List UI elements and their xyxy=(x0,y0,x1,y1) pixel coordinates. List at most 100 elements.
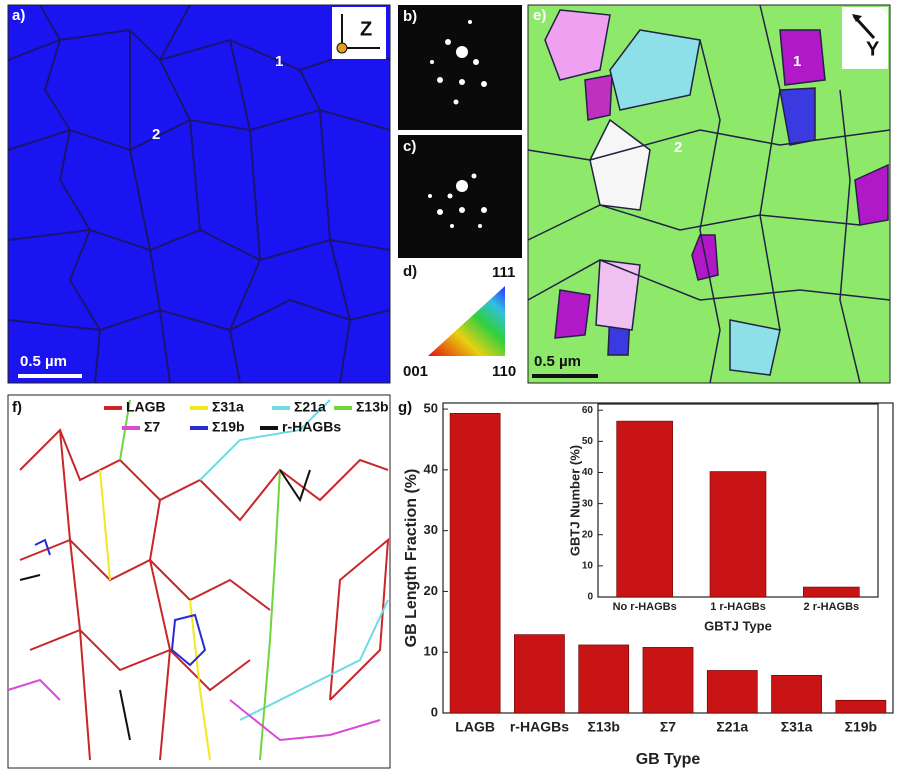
bar xyxy=(514,634,565,714)
diffraction-pattern xyxy=(398,5,522,130)
panel-e: Y e) 1 2 0.5 µm xyxy=(527,4,891,384)
grain-boundary xyxy=(29,628,251,692)
bar xyxy=(835,699,887,714)
y-tick-label: 40 xyxy=(424,461,438,476)
diffraction-pattern xyxy=(398,135,522,258)
bar xyxy=(449,413,501,714)
boundary-map xyxy=(7,394,391,769)
legend-label: r-HAGBs xyxy=(282,419,341,435)
corner-label: 001 xyxy=(403,363,428,380)
x-axis-label: GB Type xyxy=(636,751,701,768)
y-tick-label: 40 xyxy=(582,467,594,478)
y-tick-label: 20 xyxy=(424,583,438,598)
grain-boundary xyxy=(259,469,281,761)
grain-label: 1 xyxy=(793,53,801,70)
x-tick-label: Σ31a xyxy=(781,719,813,735)
x-tick-label: 1 r-HAGBs xyxy=(710,601,766,613)
panel-label: c) xyxy=(403,138,416,155)
panel-label: f) xyxy=(12,399,22,416)
legend: LAGB Σ31a Σ21a Σ13b Σ7 Σ19b r-HAGBs xyxy=(104,399,389,435)
axis-box xyxy=(842,7,888,69)
x-tick-label: Σ7 xyxy=(660,719,676,735)
x-axis-label: GBTJ Type xyxy=(704,618,772,633)
grain-boundary xyxy=(59,429,91,761)
y-tick-label: 30 xyxy=(424,522,438,537)
panel-label: a) xyxy=(12,7,25,24)
scale-label: 0.5 µm xyxy=(20,353,67,370)
grain-boundary xyxy=(19,574,41,581)
legend-label: Σ7 xyxy=(144,419,160,435)
grain-boundaries xyxy=(527,4,891,384)
grain-boundary xyxy=(34,538,51,556)
x-tick-label: Σ13b xyxy=(587,719,620,735)
grain-boundaries xyxy=(7,4,391,384)
color-key-triangle xyxy=(428,286,505,356)
y-tick-label: 30 xyxy=(582,498,594,509)
grain-boundaries xyxy=(7,399,390,761)
grain-boundary xyxy=(170,613,207,667)
legend-label: Σ19b xyxy=(212,419,245,435)
grain-boundary xyxy=(7,678,61,701)
y-tick-label: 0 xyxy=(431,704,438,719)
y-tick-label: 20 xyxy=(582,529,594,540)
grain-boundary xyxy=(189,599,211,761)
bar xyxy=(642,647,694,714)
legend-label: Σ21a xyxy=(294,399,326,415)
y-tick-label: 0 xyxy=(587,592,593,603)
panel-f: f) LAGB Σ31a Σ21a Σ13b Σ7 Σ19b r-HAGBs xyxy=(7,394,391,769)
grain-boundary xyxy=(279,469,311,503)
bar xyxy=(709,471,767,598)
bar xyxy=(771,675,822,714)
grain-boundary xyxy=(329,537,390,701)
x-tick-label: LAGB xyxy=(455,719,495,735)
y-tick-label: 60 xyxy=(582,405,594,416)
legend-label: LAGB xyxy=(126,399,166,415)
panel-label: d) xyxy=(403,263,417,280)
panel-label: e) xyxy=(533,7,546,24)
bar xyxy=(706,670,758,714)
y-tick-label: 50 xyxy=(582,436,594,447)
scale-label: 0.5 µm xyxy=(534,353,581,370)
grain-boundary xyxy=(99,469,111,581)
grain-label: 2 xyxy=(152,126,160,143)
bar xyxy=(803,586,860,598)
grain-boundary xyxy=(239,599,389,721)
legend-label: Σ31a xyxy=(212,399,244,415)
y-axis-label: GBTJ Number (%) xyxy=(567,445,582,556)
grain-label: 1 xyxy=(275,53,283,70)
y-tick-label: 50 xyxy=(424,401,438,416)
x-tick-label: r-HAGBs xyxy=(510,719,569,735)
grain-boundary xyxy=(199,399,331,481)
axis-arrowhead xyxy=(852,14,862,22)
panel-c: c) xyxy=(398,135,522,258)
x-tick-label: Σ21a xyxy=(716,719,748,735)
bar xyxy=(616,420,673,598)
panel-label: b) xyxy=(403,8,417,25)
panel-label: g) xyxy=(398,399,412,416)
grains xyxy=(544,9,889,376)
axis-label: Y xyxy=(866,38,880,60)
diffraction-spots xyxy=(428,173,487,228)
x-tick-label: Σ19b xyxy=(845,719,878,735)
diffraction-spots xyxy=(430,20,487,105)
corner-label: 111 xyxy=(492,264,515,281)
axis-label: Z xyxy=(360,18,372,40)
grain-boundary xyxy=(148,499,172,761)
panel-a: Z a) 1 2 0.5 µm xyxy=(7,4,391,384)
grain-boundary xyxy=(229,699,381,742)
y-tick-label: 10 xyxy=(424,644,438,659)
panel-b: b) xyxy=(398,5,522,130)
axis-dot xyxy=(336,42,348,54)
y-tick-label: 10 xyxy=(582,561,594,572)
grain-boundary xyxy=(119,689,131,741)
y-axis-label: GB Length Fraction (%) xyxy=(403,469,420,648)
legend-label: Σ13b xyxy=(356,399,389,415)
panel-g: g) 0 10 20 30 40 50 LAGB r-HAGBs Σ13b Σ7 Σ21a Σ31a Σ… xyxy=(398,399,894,768)
grain-label: 2 xyxy=(674,139,682,156)
bar xyxy=(578,644,630,714)
corner-label: 110 xyxy=(492,363,516,380)
x-tick-label: 2 r-HAGBs xyxy=(804,601,860,613)
panel-d: d) 111 001 110 xyxy=(403,263,516,380)
x-tick-label: No r-HAGBs xyxy=(613,601,677,613)
